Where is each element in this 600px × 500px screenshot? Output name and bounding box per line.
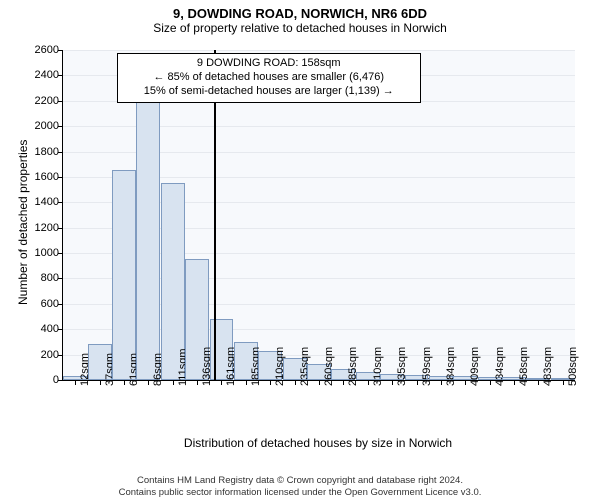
ytick-label: 0: [53, 374, 59, 386]
xtick-mark: [173, 380, 174, 385]
xtick-mark: [563, 380, 564, 385]
xtick-mark: [270, 380, 271, 385]
ytick-label: 2200: [35, 95, 59, 107]
xtick-mark: [246, 380, 247, 385]
xtick-mark: [124, 380, 125, 385]
xtick-mark: [417, 380, 418, 385]
annotation-box: 9 DOWDING ROAD: 158sqm← 85% of detached …: [117, 53, 421, 102]
plot-area: 0200400600800100012001400160018002000220…: [62, 50, 575, 381]
xtick-label: 384sqm: [445, 347, 457, 386]
xtick-mark: [368, 380, 369, 385]
xtick-label: 508sqm: [567, 347, 579, 386]
xtick-mark: [148, 380, 149, 385]
ytick-label: 2000: [35, 120, 59, 132]
xtick-mark: [319, 380, 320, 385]
annotation-line: ← 85% of detached houses are smaller (6,…: [124, 71, 414, 85]
histogram-bar: [112, 170, 136, 380]
annotation-line: 9 DOWDING ROAD: 158sqm: [124, 57, 414, 71]
ytick-label: 2400: [35, 69, 59, 81]
x-axis-label: Distribution of detached houses by size …: [62, 436, 574, 450]
ytick-label: 400: [41, 323, 59, 335]
annotation-line: 15% of semi-detached houses are larger (…: [124, 85, 414, 99]
chart-title: 9, DOWDING ROAD, NORWICH, NR6 6DD: [0, 0, 600, 21]
xtick-mark: [343, 380, 344, 385]
xtick-mark: [100, 380, 101, 385]
y-axis-label: Number of detached properties: [16, 140, 30, 305]
ytick-label: 1800: [35, 146, 59, 158]
xtick-mark: [295, 380, 296, 385]
chart-subtitle: Size of property relative to detached ho…: [0, 21, 600, 37]
xtick-mark: [490, 380, 491, 385]
xtick-label: 483sqm: [542, 347, 554, 386]
ytick-label: 600: [41, 298, 59, 310]
ytick-label: 1000: [35, 247, 59, 259]
ytick-label: 1600: [35, 171, 59, 183]
xtick-mark: [465, 380, 466, 385]
ytick-label: 800: [41, 272, 59, 284]
xtick-mark: [441, 380, 442, 385]
xtick-label: 359sqm: [421, 347, 433, 386]
xtick-label: 285sqm: [347, 347, 359, 386]
xtick-label: 458sqm: [518, 347, 530, 386]
grid-line: [63, 50, 575, 51]
xtick-label: 434sqm: [494, 347, 506, 386]
ytick-label: 2600: [35, 44, 59, 56]
ytick-label: 1200: [35, 222, 59, 234]
xtick-label: 335sqm: [396, 347, 408, 386]
histogram-bar: [136, 100, 160, 381]
footer: Contains HM Land Registry data © Crown c…: [0, 475, 600, 498]
ytick-label: 200: [41, 349, 59, 361]
xtick-mark: [75, 380, 76, 385]
footer-line-1: Contains HM Land Registry data © Crown c…: [0, 475, 600, 486]
xtick-mark: [392, 380, 393, 385]
xtick-mark: [197, 380, 198, 385]
xtick-mark: [514, 380, 515, 385]
xtick-label: 260sqm: [323, 347, 335, 386]
xtick-mark: [221, 380, 222, 385]
footer-line-2: Contains public sector information licen…: [0, 487, 600, 498]
xtick-label: 310sqm: [372, 347, 384, 386]
xtick-label: 409sqm: [469, 347, 481, 386]
xtick-mark: [538, 380, 539, 385]
ytick-label: 1400: [35, 196, 59, 208]
